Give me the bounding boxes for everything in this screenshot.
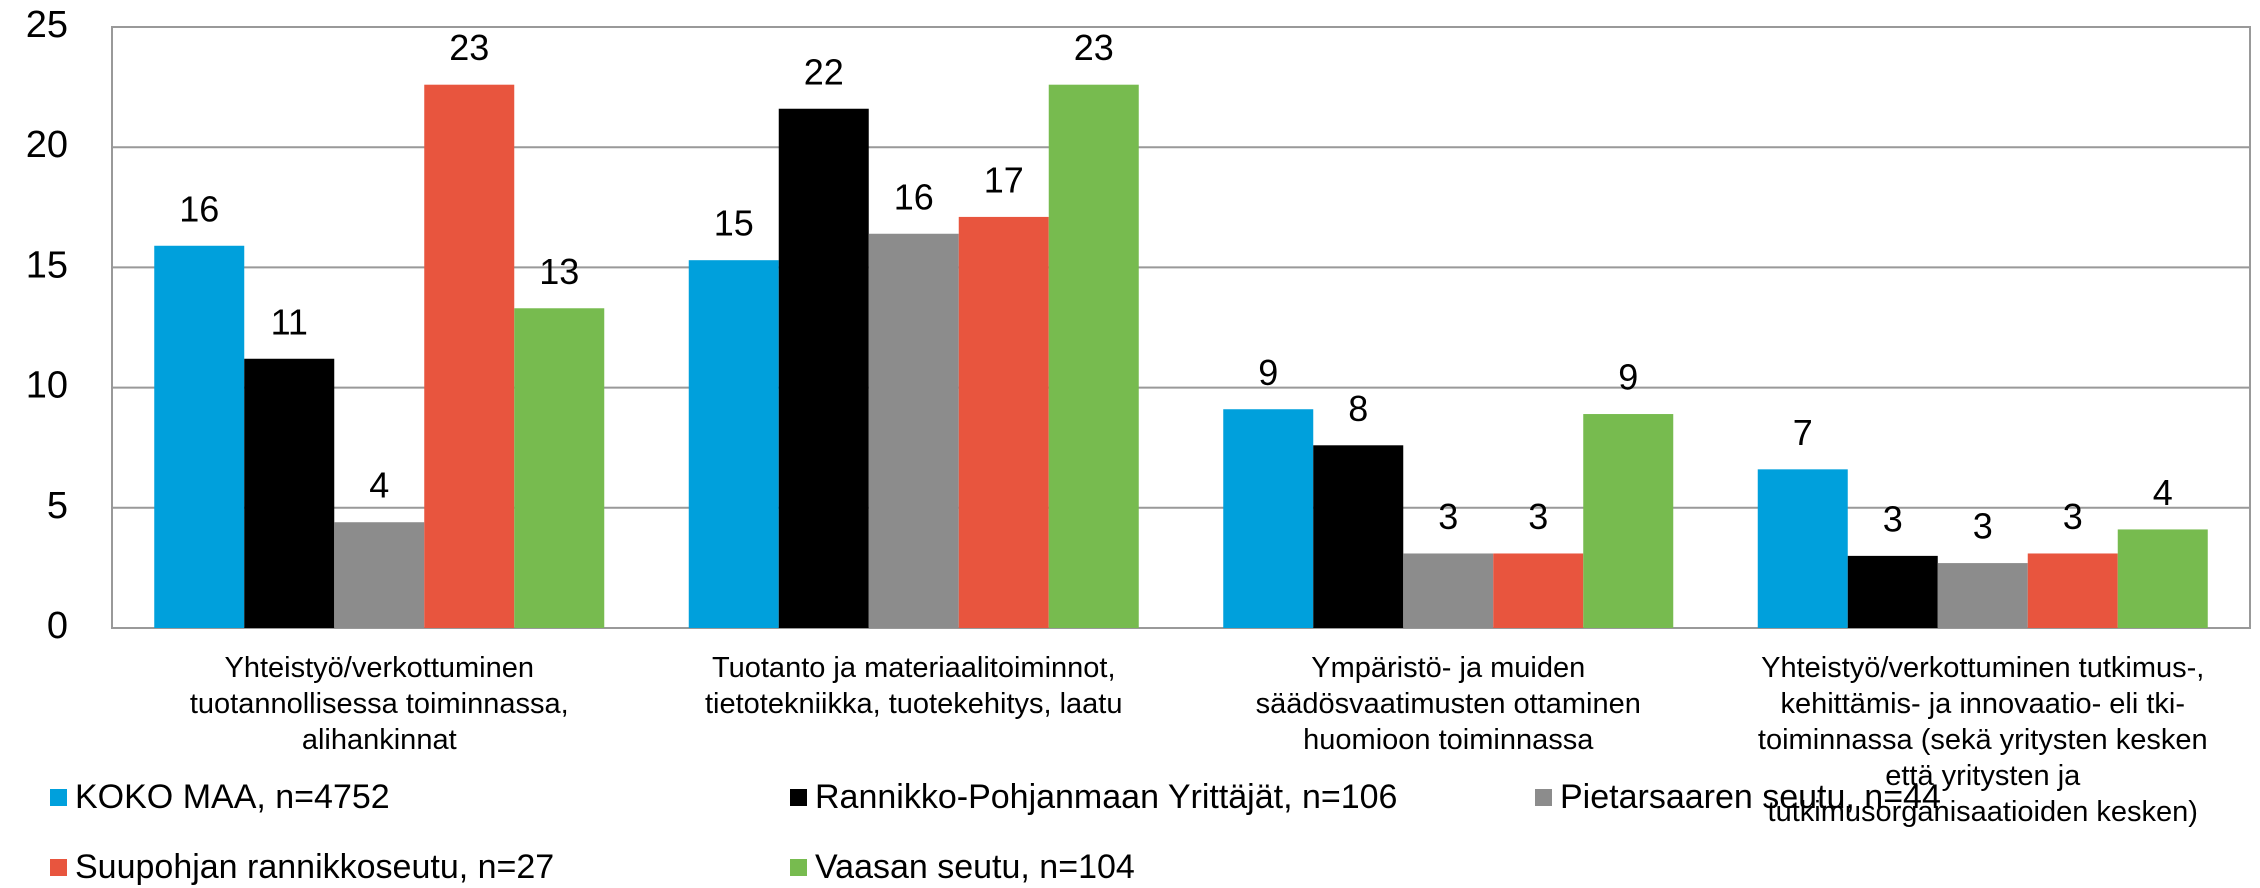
bar [688, 260, 779, 628]
bar [154, 245, 245, 628]
data-label: 3 [1528, 496, 1548, 537]
x-tick-label: Yhteistyö/verkottuminen tutkimus-, kehit… [1757, 652, 2208, 828]
data-label: 3 [1438, 496, 1458, 537]
bar [958, 216, 1049, 628]
data-label: 3 [1883, 498, 1903, 539]
data-label: 16 [894, 176, 934, 217]
y-tick-label: 5 [47, 485, 68, 527]
legend-label: Pietarsaaren seutu, n=44 [1560, 778, 1941, 816]
legend-swatch [790, 789, 807, 806]
bar [1937, 563, 2028, 628]
data-label: 17 [984, 159, 1024, 200]
bar [778, 108, 869, 628]
y-tick-label: 20 [26, 124, 68, 166]
bar [424, 84, 515, 629]
legend-item: KOKO MAA, n=4752 [50, 778, 390, 817]
plot-frame [111, 26, 2251, 629]
bar [2117, 529, 2208, 628]
data-label: 23 [1074, 27, 1114, 68]
legend-label: Vaasan seutu, n=104 [815, 848, 1135, 886]
y-tick-label: 15 [26, 244, 68, 286]
legend-swatch [790, 859, 807, 876]
bar [1313, 445, 1404, 628]
legend-item: Rannikko-Pohjanmaan Yrittäjät, n=106 [790, 778, 1397, 817]
legend-swatch [50, 859, 67, 876]
y-tick-label: 0 [47, 605, 68, 647]
bar [334, 522, 425, 628]
bar [1048, 84, 1139, 629]
data-label: 8 [1348, 388, 1368, 429]
bar [1757, 469, 1848, 628]
bar [1223, 409, 1314, 628]
bar [1583, 414, 1674, 628]
legend-label: Suupohjan rannikkoseutu, n=27 [75, 848, 555, 886]
data-label: 4 [2153, 472, 2173, 513]
bar [868, 233, 959, 628]
data-label: 9 [1618, 357, 1638, 398]
legend-swatch [1535, 789, 1552, 806]
y-tick-label: 10 [26, 365, 68, 407]
x-tick-label: Ympäristö- ja muiden säädösvaatimusten o… [1255, 652, 1641, 756]
legend-swatch [50, 789, 67, 806]
data-label: 16 [179, 188, 219, 229]
x-tick-label: Yhteistyö/verkottuminen tuotannollisessa… [189, 652, 569, 756]
legend-label: KOKO MAA, n=4752 [75, 778, 390, 816]
legend-item: Vaasan seutu, n=104 [790, 848, 1135, 887]
x-tick-label: Tuotanto ja materiaalitoiminnot, tietote… [704, 652, 1123, 720]
bar [244, 358, 335, 628]
data-label: 7 [1793, 412, 1813, 453]
bar [2027, 553, 2118, 628]
legend-label: Rannikko-Pohjanmaan Yrittäjät, n=106 [815, 778, 1398, 816]
data-label: 4 [369, 465, 389, 506]
legend-item: Suupohjan rannikkoseutu, n=27 [50, 848, 554, 887]
bar [1403, 553, 1494, 628]
bar [514, 308, 605, 628]
data-label: 23 [449, 27, 489, 68]
data-label: 22 [804, 51, 844, 92]
data-label: 13 [539, 251, 579, 292]
data-label: 15 [714, 203, 754, 244]
data-label: 3 [2063, 496, 2083, 537]
legend-item: Pietarsaaren seutu, n=44 [1535, 778, 1941, 817]
data-label: 9 [1258, 352, 1278, 393]
data-label: 11 [271, 301, 308, 342]
bar [1847, 555, 1938, 628]
y-tick-label: 25 [26, 4, 68, 46]
bar [1493, 553, 1584, 628]
data-label: 3 [1973, 506, 1993, 547]
